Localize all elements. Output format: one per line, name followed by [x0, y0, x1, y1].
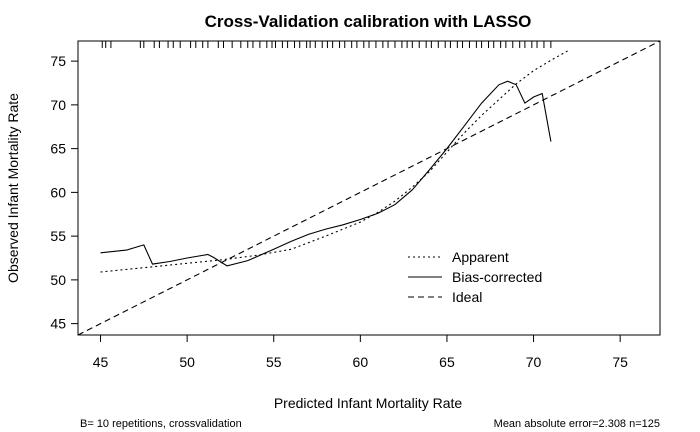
x-tick-label: 45 [93, 354, 109, 370]
chart-title: Cross-Validation calibration with LASSO [205, 12, 532, 31]
x-tick-label: 65 [439, 354, 455, 370]
series-line-apparent [100, 50, 569, 273]
legend-label: Apparent [452, 249, 509, 265]
y-tick-label: 60 [50, 184, 66, 200]
y-tick-label: 75 [50, 53, 66, 69]
x-axis-label: Predicted Infant Mortality Rate [274, 395, 463, 411]
footer-mean-error: Mean absolute error=2.308 n=125 [494, 418, 660, 430]
y-tick-label: 45 [50, 316, 66, 332]
y-tick-label: 55 [50, 228, 66, 244]
x-tick-label: 75 [612, 354, 628, 370]
y-tick-label: 65 [50, 141, 66, 157]
footer-repetitions: B= 10 repetitions, crossvalidation [80, 418, 242, 430]
y-axis-label: Observed Infant Mortality Rate [5, 93, 21, 283]
y-tick-label: 50 [50, 272, 66, 288]
x-tick-label: 70 [526, 354, 542, 370]
x-tick-label: 55 [266, 354, 282, 370]
series-line-ideal [78, 41, 660, 335]
legend-label: Ideal [452, 289, 482, 305]
series-line-bias-corrected [100, 80, 552, 267]
legend-label: Bias-corrected [452, 269, 542, 285]
x-tick-label: 60 [353, 354, 369, 370]
y-tick-label: 70 [50, 97, 66, 113]
x-tick-label: 50 [179, 354, 195, 370]
